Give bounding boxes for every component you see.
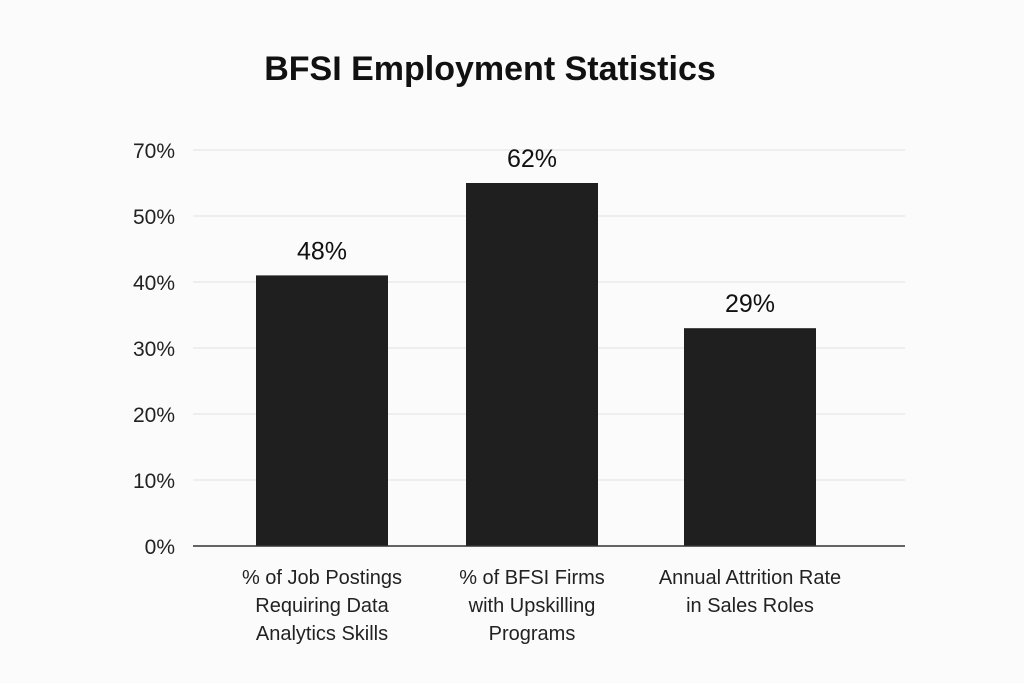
y-tick-label: 0% (145, 536, 175, 559)
y-tick-label: 40% (133, 272, 175, 295)
x-category-label: % of Job Postings (242, 567, 402, 589)
data-label: 62% (507, 145, 557, 173)
x-category-label: in Sales Roles (686, 595, 814, 617)
chart-title: BFSI Employment Statistics (264, 50, 716, 88)
x-category-label: Requiring Data (255, 595, 389, 617)
y-tick-label: 70% (133, 140, 175, 163)
bar (256, 275, 388, 546)
y-tick-label: 20% (133, 404, 175, 427)
x-category-label: with Upskilling (468, 595, 596, 617)
y-tick-label: 50% (133, 206, 175, 229)
y-tick-label: 10% (133, 470, 175, 493)
x-category-label: Programs (489, 623, 576, 645)
x-category-label: % of BFSI Firms (459, 567, 605, 589)
bar (466, 183, 598, 546)
y-tick-label: 30% (133, 338, 175, 361)
data-label: 29% (725, 290, 775, 318)
x-category-label: Analytics Skills (256, 623, 388, 645)
bar (684, 328, 816, 546)
data-label: 48% (297, 237, 347, 265)
x-category-label: Annual Attrition Rate (659, 567, 841, 589)
